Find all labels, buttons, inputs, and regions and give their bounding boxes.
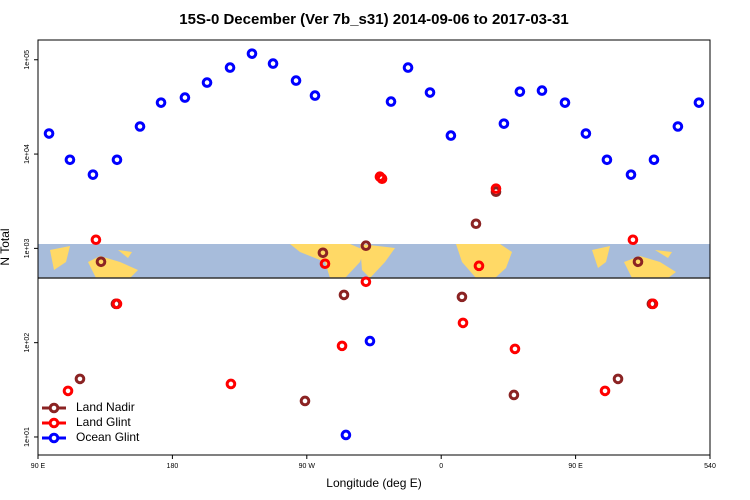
point	[364, 335, 376, 347]
point	[95, 256, 107, 268]
point	[457, 317, 469, 329]
point	[340, 429, 352, 441]
point	[179, 92, 191, 103]
point	[612, 373, 624, 385]
map-land	[456, 244, 512, 278]
point	[87, 169, 99, 180]
series	[62, 171, 659, 397]
point	[385, 96, 397, 107]
point	[559, 97, 571, 108]
y-tick-label: 1e+01	[24, 427, 31, 447]
x-tick-label: 180	[167, 463, 179, 470]
point	[473, 260, 485, 272]
point	[201, 77, 213, 88]
map-band	[38, 244, 710, 279]
plot-frame	[37, 39, 711, 456]
point	[376, 173, 388, 184]
point	[445, 130, 457, 141]
map-land	[290, 244, 395, 278]
x-tick-label: 540	[704, 463, 716, 470]
point	[155, 97, 167, 108]
point	[111, 154, 123, 166]
point	[267, 58, 279, 69]
point	[632, 256, 644, 268]
y-tick-label: 1e+02	[24, 333, 31, 353]
point	[317, 247, 329, 259]
point	[456, 291, 468, 303]
point	[290, 75, 302, 86]
x-tick-label: 90 E	[31, 463, 46, 470]
point	[134, 121, 146, 132]
legend-marker	[48, 432, 60, 444]
y-axis-label: N Total	[0, 228, 12, 265]
point	[74, 373, 86, 385]
series	[43, 48, 705, 441]
y-tick-label: 1e+04	[24, 144, 31, 164]
x-axis-label: Longitude (deg E)	[326, 476, 421, 490]
point	[498, 118, 510, 129]
x-tick-label: 0	[439, 463, 443, 470]
point	[508, 389, 520, 401]
point	[647, 298, 659, 310]
point	[627, 234, 639, 246]
point	[225, 378, 237, 390]
point	[580, 128, 592, 139]
point	[693, 97, 705, 108]
point	[360, 276, 372, 288]
point	[490, 183, 502, 194]
point	[514, 86, 526, 97]
map-land	[50, 246, 138, 278]
point	[470, 218, 482, 230]
point	[672, 121, 684, 132]
point	[338, 289, 350, 301]
point	[299, 395, 311, 407]
point	[309, 90, 321, 101]
legend-marker	[48, 402, 60, 414]
point	[509, 343, 521, 355]
point	[625, 169, 637, 180]
point	[246, 48, 258, 59]
x-tick-label: 90 W	[299, 463, 316, 470]
series	[74, 186, 658, 407]
point	[90, 234, 102, 246]
legend-marker	[48, 417, 60, 429]
point	[360, 240, 372, 252]
point	[111, 298, 123, 310]
y-tick-label: 1e+05	[24, 50, 31, 70]
point	[536, 85, 548, 96]
point	[648, 154, 660, 166]
point	[224, 62, 236, 73]
point	[43, 128, 55, 139]
x-tick-label: 90 E	[568, 463, 583, 470]
point	[599, 385, 611, 397]
y-tick-label: 1e+03	[24, 238, 31, 258]
legend-label: Land Nadir	[76, 400, 135, 414]
chart-title: 15S-0 December (Ver 7b_s31) 2014-09-06 t…	[179, 11, 568, 28]
legend-label: Land Glint	[76, 415, 131, 429]
point	[601, 154, 613, 166]
legend-label: Ocean Glint	[76, 430, 140, 444]
point	[319, 258, 331, 270]
point	[424, 87, 436, 98]
point	[62, 385, 74, 397]
point	[64, 154, 76, 166]
point	[336, 340, 348, 352]
point	[402, 62, 414, 73]
